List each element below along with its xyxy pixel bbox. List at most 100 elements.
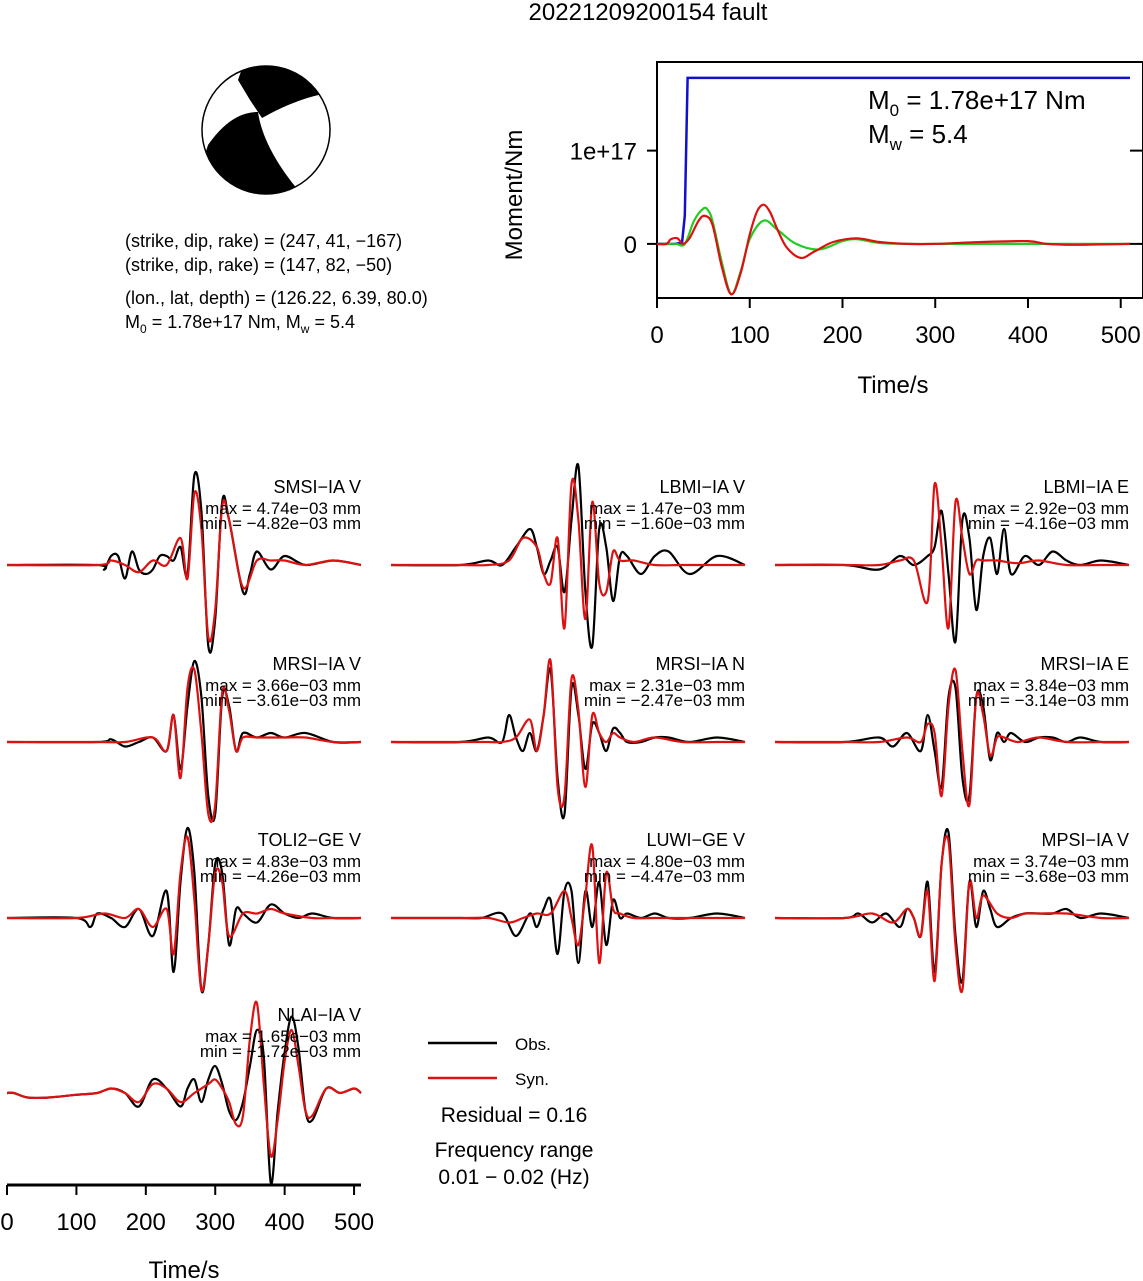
mechanism-plane1: (strike, dip, rake) = (247, 41, −167) (125, 231, 402, 251)
waveform-xtick-label: 200 (126, 1209, 166, 1236)
residual-label: Residual = 0.16 (441, 1104, 588, 1127)
synthetic-trace (774, 481, 1129, 630)
station-max: max = 3.84e−03 mm (973, 676, 1129, 695)
station-max: max = 2.31e−03 mm (589, 676, 745, 695)
moment-xlabel: Time/s (857, 372, 928, 399)
station-name: MRSI−IA E (1040, 654, 1129, 674)
station-min: min = −3.61e−03 mm (200, 691, 361, 710)
moment-xtick-label: 400 (1008, 322, 1048, 349)
observed-trace (774, 509, 1130, 644)
mw-subscript: w (300, 322, 310, 336)
station-name: MPSI−IA V (1041, 830, 1129, 850)
station-min: min = −4.16e−03 mm (968, 514, 1129, 533)
waveform-time-axis: 0 100 200 300 400 500 Time/s (0, 1183, 374, 1281)
station-min: min = −4.26e−03 mm (200, 867, 361, 886)
mw-value: = 5.4 (309, 312, 355, 332)
station-max: max = 4.80e−03 mm (589, 852, 745, 871)
moment-yticks: 0 1e+17 (570, 139, 1143, 259)
station-max: max = 1.65e−03 mm (205, 1027, 361, 1046)
legend-syn-label: Syn. (515, 1070, 549, 1089)
station-name: NLAI−IA V (277, 1005, 361, 1025)
synthetic-trace (391, 843, 745, 965)
station-min: min = −1.72e−03 mm (200, 1042, 361, 1061)
station-min: min = −4.82e−03 mm (200, 514, 361, 533)
station-max: max = 3.66e−03 mm (205, 676, 361, 695)
synthetic-trace (774, 834, 1130, 994)
station-max: max = 4.74e−03 mm (205, 499, 361, 518)
synthetic-trace (390, 477, 745, 630)
waveform-xticks: 0 100 200 300 400 500 (0, 1185, 374, 1236)
station-min: min = −3.14e−03 mm (968, 691, 1129, 710)
mechanism-plane2: (strike, dip, rake) = (147, 82, −50) (125, 255, 392, 275)
moment-plot: 0 100 200 300 400 500 0 1e+17 M0 = 1.78e+17 Nm… (501, 61, 1143, 399)
moment-annotation-mw: Mw = 5.4 (868, 119, 968, 154)
legend-obs-label: Obs. (515, 1035, 551, 1054)
mechanism-moment: M0 = 1.78e+17 Nm, Mw = 5.4 (125, 312, 355, 336)
moment-series-2 (656, 203, 1131, 296)
beachball-icon (201, 65, 331, 195)
station-name: MRSI−IA N (655, 654, 745, 674)
station-min: min = −2.47e−03 mm (584, 691, 745, 710)
moment-xtick-label: 100 (730, 322, 770, 349)
station-name: SMSI−IA V (273, 477, 361, 497)
frequency-range-value: 0.01 − 0.02 (Hz) (438, 1166, 589, 1189)
legend: Obs. Syn. (428, 1035, 551, 1089)
m0-symbol: M (125, 312, 140, 332)
moment-xtick-label: 0 (650, 322, 663, 349)
moment-series-1 (657, 206, 1130, 296)
moment-ytick-label: 1e+17 (570, 139, 637, 166)
station-name: LUWI−GE V (646, 830, 745, 850)
waveform-xtick-label: 400 (265, 1209, 305, 1236)
waveform-xlabel: Time/s (148, 1257, 219, 1281)
moment-xtick-label: 300 (915, 322, 955, 349)
m0-subscript: 0 (140, 322, 147, 336)
waveform-xtick-label: 500 (334, 1209, 374, 1236)
moment-ytick-label: 0 (624, 232, 637, 259)
mw-symbol: M (286, 312, 301, 332)
station-name: TOLI2−GE V (258, 830, 361, 850)
moment-xticks: 0 100 200 300 400 500 (650, 298, 1141, 349)
station-min: min = −1.60e−03 mm (584, 514, 745, 533)
moment-xtick-label: 500 (1101, 322, 1141, 349)
observed-trace (391, 880, 746, 965)
synthetic-trace (6, 835, 361, 993)
synthetic-trace (390, 658, 745, 809)
station-name: LBMI−IA E (1043, 477, 1129, 497)
station-max: max = 2.92e−03 mm (973, 499, 1129, 518)
synthetic-trace (6, 666, 362, 823)
station-min: min = −4.47e−03 mm (584, 867, 745, 886)
frequency-range-label: Frequency range (435, 1139, 594, 1162)
waveform-xtick-label: 100 (56, 1209, 96, 1236)
station-max: max = 3.74e−03 mm (973, 852, 1129, 871)
observed-trace (6, 659, 362, 822)
station-max: max = 1.47e−03 mm (589, 499, 745, 518)
station-max: max = 4.83e−03 mm (205, 852, 361, 871)
synthetic-trace (6, 1000, 362, 1158)
station-name: MRSI−IA V (272, 654, 361, 674)
station-min: min = −3.68e−03 mm (968, 867, 1129, 886)
m0-value: = 1.78e+17 Nm, (147, 312, 286, 332)
station-name: LBMI−IA V (659, 477, 745, 497)
waveform-xtick-label: 0 (0, 1209, 13, 1236)
figure-title: 20221209200154 fault (529, 0, 768, 26)
mechanism-location: (lon., lat, depth) = (126.22, 6.39, 80.0… (125, 288, 428, 308)
moment-xtick-label: 200 (822, 322, 862, 349)
moment-series-group (656, 76, 1131, 296)
synthetic-trace (774, 667, 1129, 808)
synthetic-trace (6, 490, 362, 643)
moment-annotation-m0: M0 = 1.78e+17 Nm (868, 85, 1086, 120)
waveform-xtick-label: 300 (195, 1209, 235, 1236)
moment-plot-frame (656, 61, 1143, 299)
